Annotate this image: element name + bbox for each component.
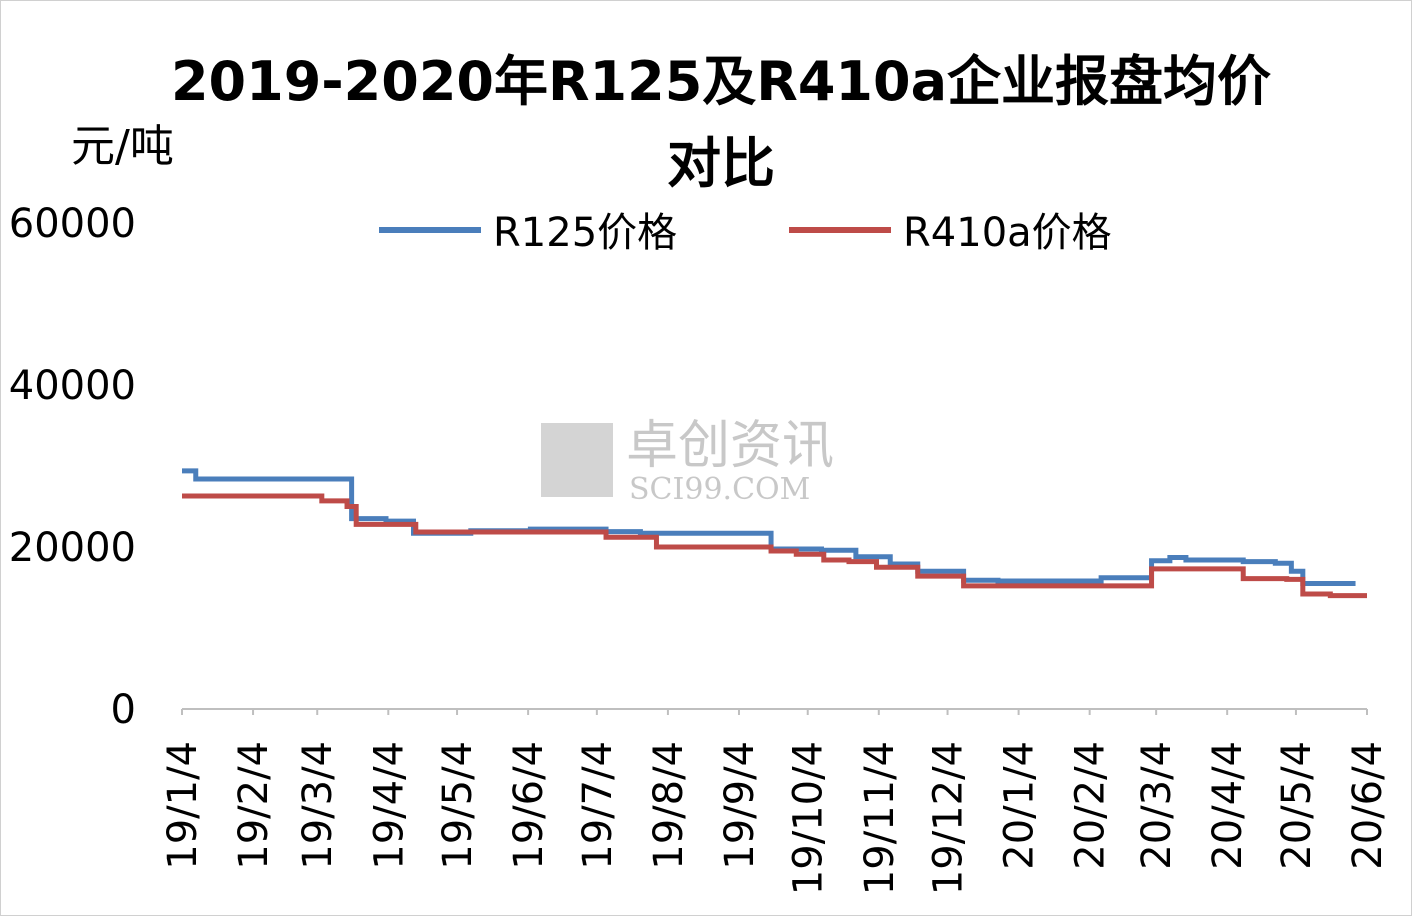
x-tick-label: 19/10/4 [786, 741, 832, 895]
x-tick-label: 19/12/4 [926, 741, 972, 895]
x-tick-label: 19/4/4 [366, 741, 412, 870]
watermark-logo [541, 423, 613, 497]
x-tick-label: 20/2/4 [1068, 741, 1114, 870]
legend-label: R410a价格 [903, 210, 1112, 256]
x-tick-label: 20/1/4 [997, 741, 1043, 870]
x-tick-label: 19/3/4 [295, 741, 341, 870]
x-tick-label: 19/2/4 [231, 741, 277, 870]
y-axis-label: 元/吨 [71, 121, 174, 172]
x-tick-label: 19/8/4 [646, 741, 692, 870]
x-tick-label: 20/6/4 [1345, 741, 1391, 870]
y-tick-label: 40000 [9, 363, 136, 409]
x-tick-label: 19/11/4 [857, 741, 903, 895]
y-tick-label: 0 [111, 687, 136, 733]
legend-label: R125价格 [493, 210, 677, 256]
x-tick-label: 19/9/4 [717, 741, 763, 870]
y-tick-label: 20000 [9, 525, 136, 571]
x-tick-label: 20/5/4 [1274, 741, 1320, 870]
chart-title: 2019-2020年R125及R410a企业报盘均价对比 [170, 50, 1272, 195]
watermark: 卓创资讯 [626, 416, 834, 476]
series-line [182, 493, 1367, 599]
x-tick-label: 19/1/4 [160, 741, 206, 870]
x-tick-label: 20/3/4 [1134, 741, 1180, 870]
x-tick-label: 19/6/4 [506, 741, 552, 870]
x-tick-label: 19/5/4 [435, 741, 481, 870]
watermark: SCI99.COM [629, 472, 810, 507]
x-tick-label: 20/4/4 [1205, 741, 1251, 870]
y-tick-label: 60000 [9, 201, 136, 247]
x-tick-label: 19/7/4 [575, 741, 621, 870]
